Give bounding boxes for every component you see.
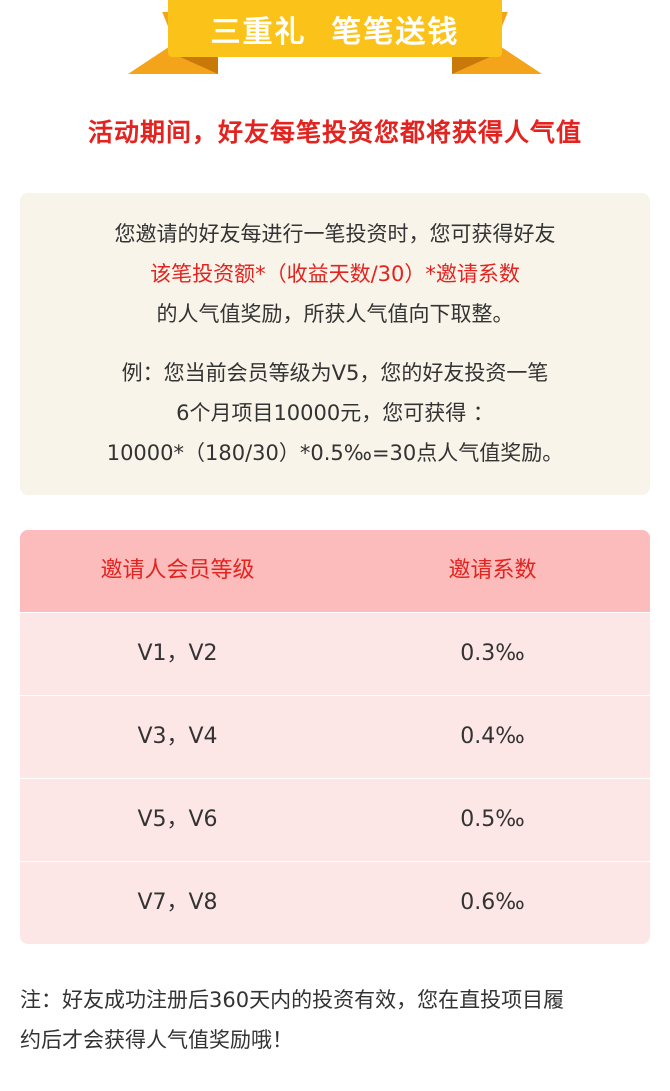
example-line-3: 10000*（180/30）*0.5‰=30点人气值奖励。: [106, 441, 564, 465]
rule-description-box: 您邀请的好友每进行一笔投资时，您可获得好友 该笔投资额*（收益天数/30）*邀请…: [20, 193, 650, 495]
table-row: V1，V2 0.3‰: [20, 612, 650, 694]
cell-level: V7，V8: [137, 890, 218, 915]
cell-coefficient: 0.5‰: [460, 807, 525, 832]
header-member-level: 邀请人会员等级: [100, 558, 255, 583]
cell-level: V1，V2: [137, 641, 218, 666]
coefficient-table: 邀请人会员等级 邀请系数 V1，V2 0.3‰ V3，V4 0.4‰ V5，V6…: [20, 530, 650, 944]
footnote: 注：好友成功注册后360天内的投资有效，您在直投项目履 约后才会获得人气值奖励哦…: [20, 980, 650, 1060]
table-row: V3，V4 0.4‰: [20, 695, 650, 777]
example-line-2: 6个月项目10000元，您可获得 ：: [176, 401, 494, 425]
cell-coefficient: 0.3‰: [460, 641, 525, 666]
rule-formula: 该笔投资额*（收益天数/30）*邀请系数: [150, 262, 520, 286]
rule-line-1: 您邀请的好友每进行一笔投资时，您可获得好友: [114, 222, 556, 246]
table-row: V7，V8 0.6‰: [20, 861, 650, 943]
table-row: V5，V6 0.5‰: [20, 778, 650, 860]
cell-coefficient: 0.6‰: [460, 890, 525, 915]
ribbon-body: 三重礼 笔笔送钱: [168, 0, 502, 57]
title-ribbon: 三重礼 笔笔送钱: [0, 0, 670, 80]
banner-title: 三重礼 笔笔送钱: [210, 14, 460, 50]
cell-level: V5，V6: [137, 807, 218, 832]
header-coefficient: 邀请系数: [448, 558, 537, 583]
footnote-line-2: 约后才会获得人气值奖励哦！: [20, 1028, 293, 1052]
cell-level: V3，V4: [137, 724, 218, 749]
table-header: 邀请人会员等级 邀请系数: [20, 530, 650, 612]
cell-coefficient: 0.4‰: [460, 724, 525, 749]
rule-line-3: 的人气值奖励，所获人气值向下取整。: [156, 302, 514, 326]
activity-subtitle: 活动期间，好友每笔投资您都将获得人气值: [87, 118, 582, 147]
footnote-line-1: 注：好友成功注册后360天内的投资有效，您在直投项目履: [20, 988, 565, 1012]
example-line-1: 例：您当前会员等级为V5，您的好友投资一笔: [121, 361, 549, 385]
